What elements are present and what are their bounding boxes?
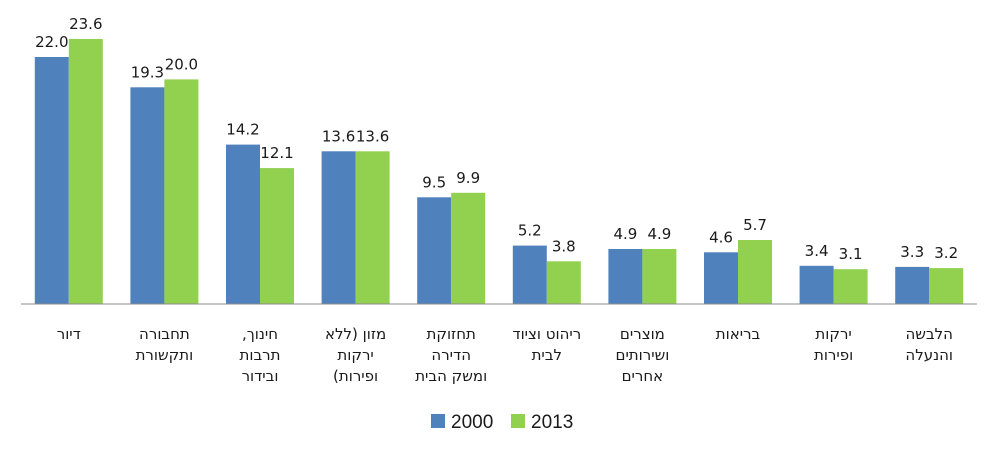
legend-label-2000: 2000 (451, 412, 493, 433)
data-label-2000-3: 13.6 (322, 127, 355, 145)
data-label-2000-0: 22.0 (35, 33, 68, 51)
data-label-2013-7: 5.7 (743, 216, 767, 234)
data-label-2000-4: 9.5 (422, 173, 446, 191)
bar-2013-5 (546, 261, 581, 304)
category-label-1: תחבורה ותקשורת (136, 325, 194, 364)
category-label-line: הלבשה (905, 325, 952, 343)
category-label-line: ריהוט וציוד (512, 325, 581, 343)
category-label-line: בריאות (716, 325, 761, 343)
bar-2000-8 (799, 265, 834, 304)
category-label-3: מזון (ללא ירקות ופירות) (325, 325, 386, 385)
data-label-2013-9: 3.2 (934, 244, 958, 262)
bar-2000-9 (895, 266, 930, 304)
category-labels-group: דיור תחבורה ותקשורת חינוך, תרבות ובידור מזון (… (57, 325, 953, 385)
bar-2000-6 (608, 249, 643, 304)
data-label-2013-5: 3.8 (552, 237, 576, 255)
category-label-9: הלבשה והנעלה (905, 325, 953, 364)
bar-2000-2 (226, 144, 260, 304)
bar-2000-4 (417, 197, 452, 304)
data-label-2000-8: 3.4 (805, 242, 829, 260)
data-label-2013-0: 23.6 (69, 15, 102, 33)
bar-2000-1 (130, 87, 165, 304)
category-label-line: ירקות (815, 325, 851, 343)
category-label-line: והנעלה (905, 346, 953, 364)
category-label-line: הדירה (431, 346, 471, 364)
category-label-line: מוצרים (620, 325, 665, 343)
category-label-line: תחזוקת (426, 325, 475, 343)
category-label-line: חינוך, (242, 325, 278, 343)
data-label-2013-3: 13.6 (356, 127, 389, 145)
bar-2013-1 (164, 79, 199, 305)
data-label-2000-9: 3.3 (900, 243, 924, 261)
category-label-7: בריאות (716, 325, 761, 343)
bar-2000-0 (34, 57, 69, 304)
category-label-line: לבית (532, 346, 562, 364)
bar-2000-7 (704, 252, 738, 304)
category-label-line: ומשק הבית (415, 367, 487, 385)
data-label-2013-8: 3.1 (839, 245, 863, 263)
category-label-4: תחזוקת הדירה ומשק הבית (415, 325, 487, 385)
category-label-line: תרבות (240, 346, 281, 364)
category-label-line: מזון (ללא (325, 325, 386, 343)
bar-2013-3 (355, 151, 390, 304)
legend-swatch-2000 (431, 414, 445, 428)
data-label-2000-1: 19.3 (131, 63, 164, 81)
bar-2013-7 (738, 240, 772, 304)
category-label-line: תחבורה (139, 325, 190, 343)
category-label-line: ושירותים (616, 346, 670, 364)
category-label-line: ותקשורת (136, 346, 194, 364)
category-label-8: ירקות ופירות (814, 325, 853, 364)
bar-2013-9 (929, 268, 964, 304)
category-label-6: מוצרים ושירותים אחרים (616, 325, 670, 385)
data-label-2000-6: 4.9 (613, 225, 637, 243)
data-label-2013-2: 12.1 (260, 144, 293, 162)
data-label-2000-5: 5.2 (518, 222, 542, 240)
bar-2013-6 (642, 249, 677, 304)
bar-2013-0 (68, 39, 103, 304)
category-label-2: חינוך, תרבות ובידור (240, 325, 281, 385)
legend-label-2013: 2013 (531, 412, 573, 433)
category-label-line: ירקות (337, 346, 373, 364)
bar-2013-8 (833, 269, 868, 304)
legend: 2000 2013 (431, 412, 573, 433)
bar-2013-4 (451, 192, 486, 304)
bar-2000-3 (321, 151, 356, 304)
category-label-line: ופירות) (333, 367, 378, 385)
bar-2013-2 (260, 168, 294, 304)
category-label-line: ופירות (814, 346, 853, 364)
data-label-2013-1: 20.0 (165, 55, 198, 73)
bar-2000-5 (512, 245, 547, 304)
data-label-2000-7: 4.6 (709, 228, 733, 246)
bars-group (34, 39, 964, 305)
data-labels-group: 22.023.6 19.3 20.0 14.212.1 13.6 13.6 9.5 9.9 5.… (35, 15, 958, 263)
category-label-0: דיור (57, 325, 81, 343)
category-label-5: ריהוט וציוד לבית (512, 325, 581, 364)
category-label-line: ובידור (242, 367, 279, 385)
category-label-line: דיור (57, 325, 81, 343)
data-label-2013-6: 4.9 (647, 225, 671, 243)
data-label-2000-2: 14.2 (226, 121, 259, 139)
data-label-2013-4: 9.9 (456, 169, 480, 187)
category-label-line: אחרים (622, 367, 664, 385)
legend-swatch-2013 (511, 414, 525, 428)
